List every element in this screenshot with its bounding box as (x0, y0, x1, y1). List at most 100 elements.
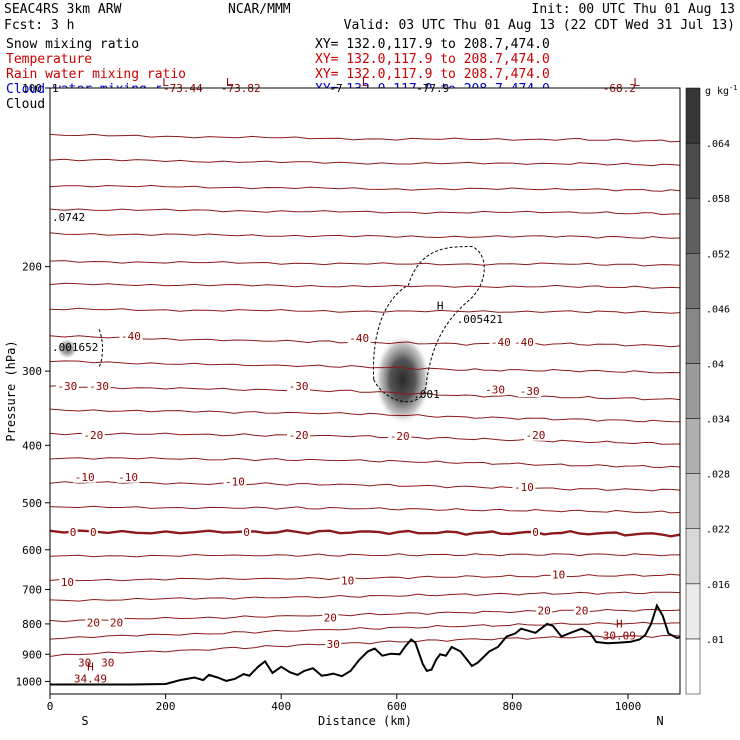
temperature-contour (49, 621, 681, 640)
temperature-contour (49, 573, 681, 582)
temperature-label: 0 (70, 526, 77, 539)
temperature-label: -40 (491, 336, 511, 349)
label-bg (483, 383, 507, 396)
colorbar: .01 .016 .022 .028 .034 .04 .046 .052 .058 .064 (685, 87, 730, 695)
temperature-label: -40 (514, 336, 534, 349)
temperature-label: -10 (514, 481, 534, 494)
label-bg (88, 525, 98, 538)
label-bg (223, 475, 247, 488)
y-axis-label: Pressure (hPa) (4, 340, 18, 441)
colorbar-box (685, 583, 701, 640)
field-name: Temperature (6, 52, 92, 67)
label-bg (99, 656, 116, 669)
temperature-label: 20 (110, 616, 123, 629)
temperature-contour (49, 505, 681, 514)
colorbar-level: .058 (706, 194, 730, 205)
label-bg (287, 380, 311, 393)
y-tick-label: 500 (22, 497, 42, 510)
label-bg (339, 574, 356, 587)
temperature-label: 30 (78, 657, 91, 670)
y-tick-label: 600 (22, 544, 42, 557)
valid-time: Valid: 03 UTC Thu 01 Aug 13 (22 CDT Wed … (344, 18, 735, 33)
cloud-ice-contours (98, 246, 485, 403)
temperature-label: -10 (118, 471, 138, 484)
x-tick-label: 200 (156, 700, 176, 713)
colorbar-level: .04 (706, 359, 724, 370)
y-tick-label: 300 (22, 365, 42, 378)
label-bg (489, 336, 513, 349)
colorbar-box (685, 308, 701, 364)
temperature-label: -30 (485, 383, 505, 396)
x-tick-label: 1000 (615, 700, 642, 713)
temperature-label: 0 (90, 526, 97, 539)
temperature-contour (49, 282, 681, 289)
x-tick-label: 800 (502, 700, 522, 713)
temperature-contour (49, 208, 681, 216)
label-bg (388, 430, 412, 443)
x-tick-label: 0 (47, 700, 54, 713)
colorbar-level: .064 (706, 139, 730, 150)
colorbar-level: .046 (706, 304, 730, 315)
temperature-label: 20 (538, 605, 551, 618)
plot-area (50, 88, 680, 694)
low-marker: L (226, 76, 233, 89)
temperature-label: -10 (225, 475, 245, 488)
terrain-line (50, 603, 681, 686)
cloud-ice-outline (373, 246, 485, 403)
colorbar-level: .052 (706, 249, 730, 260)
y-tick-label: 1000 (16, 675, 43, 688)
temperature-contour (49, 553, 680, 558)
temperature-label: 10 (552, 568, 565, 581)
temperature-label: 0 (243, 526, 250, 539)
temperature-contour (49, 307, 681, 314)
temperature-label: 30 (101, 657, 114, 670)
label-bg (68, 525, 78, 538)
extrema-kind: H (616, 618, 623, 631)
temperature-label: -10 (75, 471, 95, 484)
y-tick-label: 800 (22, 618, 42, 631)
temperature-label: -30 (89, 380, 109, 393)
low-marker: L (362, 76, 369, 89)
extrema-kind: H (87, 661, 94, 674)
temperature-label: -20 (83, 429, 103, 442)
label-bg (536, 604, 553, 617)
label-bg (85, 616, 102, 629)
label-bg (73, 470, 97, 483)
field-xy: XY= 132.0,117.9 to 208.7,474.0 (315, 37, 550, 52)
chart-title: SEAC4RS 3km ARW (4, 2, 122, 17)
temperature-contour (49, 384, 681, 401)
label-bg (59, 576, 76, 589)
label-bg (524, 428, 548, 441)
temperature-label: 20 (575, 605, 588, 618)
mixing-ratio-label: .0742 (52, 211, 85, 224)
extrema-value: 34.49 (74, 673, 107, 686)
temperature-label: -30 (289, 380, 309, 393)
snow-shading (57, 334, 431, 425)
temperature-label: -20 (289, 429, 309, 442)
colorbar-box (685, 253, 701, 309)
temperature-label: 0 (532, 526, 539, 539)
temperature-label: -30 (520, 385, 540, 398)
cloud-ice-outline-small (98, 329, 103, 368)
snow-small (57, 338, 78, 359)
field-name: Snow mixing ratio (6, 37, 139, 52)
x-tick-label: 400 (271, 700, 291, 713)
label-bg (512, 480, 536, 493)
y-tick-label: 900 (22, 648, 42, 661)
colorbar-level: .028 (706, 470, 730, 481)
x-tick-label: 600 (387, 700, 407, 713)
temperature-contour (49, 335, 681, 348)
temperature-label: 20 (87, 616, 100, 629)
forecast-hour: Fcst: 3 h (4, 18, 74, 33)
colorbar-box (685, 87, 701, 144)
x-axis-right-end: N (656, 714, 663, 728)
label-bg (108, 616, 125, 629)
mixing-ratio-label: .001 (413, 388, 440, 401)
label-bg (325, 638, 342, 651)
colorbar-level: .016 (706, 580, 730, 591)
y-tick-label: 200 (22, 261, 42, 274)
colorbar-level: .01 (706, 635, 724, 646)
temperature-contour (49, 408, 681, 423)
colorbar-box (685, 473, 701, 529)
label-bg (518, 384, 542, 397)
